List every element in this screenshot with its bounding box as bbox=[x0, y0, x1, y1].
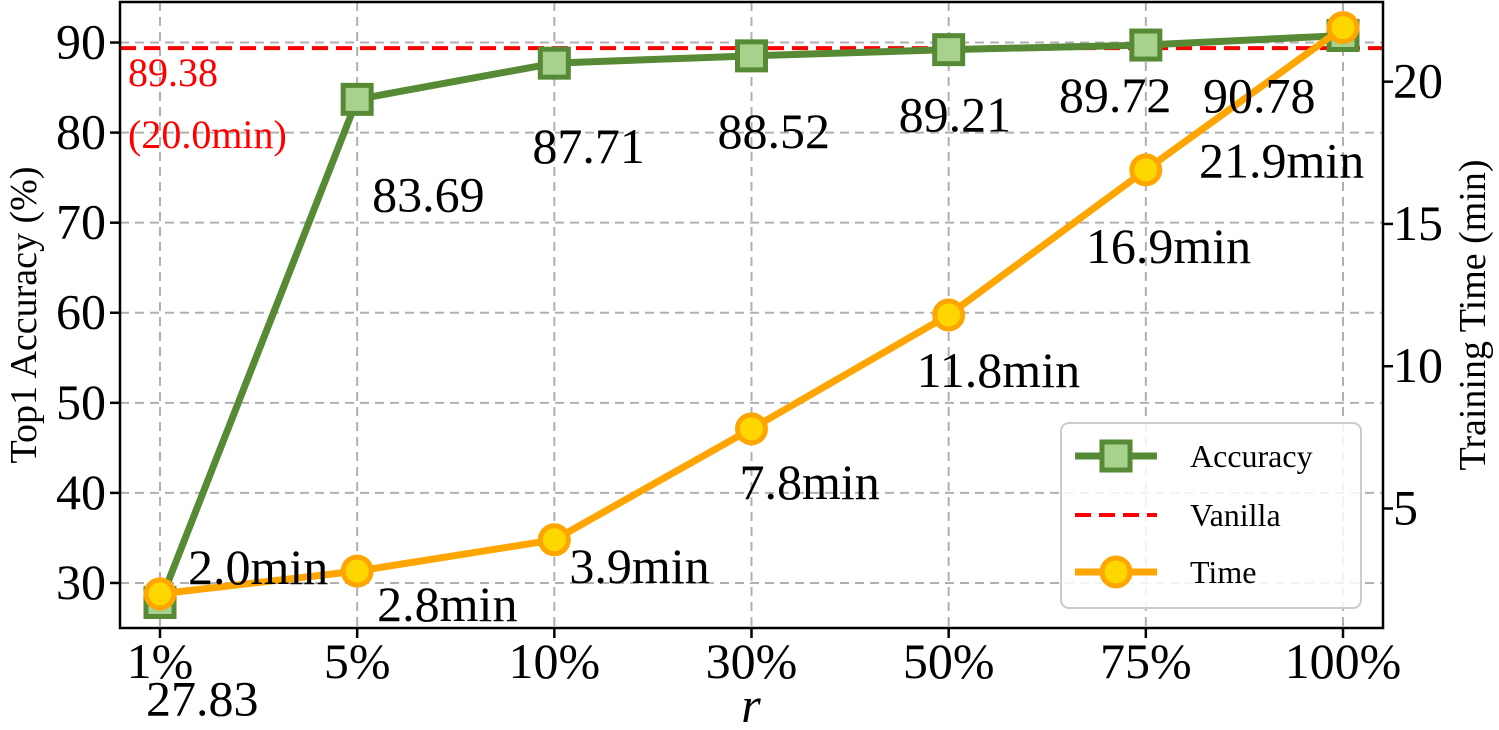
accuracy-value-label: 88.52 bbox=[718, 103, 831, 159]
vanilla-label: 89.38 bbox=[128, 50, 218, 95]
time-value-label: 7.8min bbox=[740, 454, 880, 510]
time-value-label: 2.0min bbox=[188, 539, 328, 595]
grid-lines bbox=[120, 2, 1383, 628]
accuracy-point bbox=[735, 39, 768, 73]
accuracy-value-label: 89.21 bbox=[899, 87, 1012, 143]
legend-vanilla-label: Vanilla bbox=[1190, 497, 1281, 533]
accuracy-value-label: 83.69 bbox=[372, 166, 485, 222]
legend-time-label: Time bbox=[1190, 554, 1256, 590]
x-tick-label: 10% bbox=[509, 633, 601, 689]
x-tick-label: 50% bbox=[903, 633, 995, 689]
y-left-tick-label: 30 bbox=[56, 554, 106, 610]
legend-accuracy-label: Accuracy bbox=[1190, 438, 1313, 474]
legend: Accuracy Vanilla Time bbox=[1060, 422, 1362, 609]
legend-accuracy-marker bbox=[1099, 439, 1133, 473]
time-value-label: 16.9min bbox=[1086, 218, 1251, 274]
y-left-tick-label: 80 bbox=[56, 104, 106, 160]
x-tick-label: 75% bbox=[1100, 633, 1192, 689]
time-point bbox=[143, 577, 177, 611]
y-right-tick-label: 15 bbox=[1393, 195, 1443, 251]
time-point bbox=[537, 523, 571, 557]
y-right-axis-label: Training Time (min) bbox=[1452, 159, 1494, 470]
accuracy-point bbox=[537, 46, 571, 80]
accuracy-value-label: 87.71 bbox=[532, 118, 645, 174]
time-point bbox=[1129, 153, 1163, 187]
x-tick-label: 100% bbox=[1285, 633, 1402, 689]
y-left-tick-label: 60 bbox=[56, 284, 106, 340]
y-left-tick-label: 70 bbox=[56, 194, 106, 250]
x-tick-label: 5% bbox=[324, 633, 391, 689]
y-left-tick-label: 90 bbox=[56, 14, 106, 70]
accuracy-point bbox=[932, 33, 966, 67]
time-point bbox=[1326, 11, 1360, 45]
time-series bbox=[143, 11, 1360, 611]
vanilla-label: (20.0min) bbox=[128, 112, 287, 157]
y-left-tick-label: 40 bbox=[56, 464, 106, 520]
accuracy-point bbox=[1129, 28, 1163, 62]
data-labels: 27.83 83.69 87.71 88.52 89.21 89.72 90.78 2.0mi… bbox=[146, 67, 1364, 726]
accuracy-value-label: 27.83 bbox=[146, 671, 259, 727]
accuracy-point bbox=[340, 82, 374, 116]
y-right-tick-label: 5 bbox=[1393, 479, 1418, 535]
time-point bbox=[932, 298, 966, 332]
time-point bbox=[735, 412, 768, 446]
x-tick-label: 1% bbox=[127, 633, 194, 689]
legend-time-marker bbox=[1099, 555, 1133, 589]
y-right-tick-label: 10 bbox=[1393, 337, 1443, 393]
accuracy-value-label: 90.78 bbox=[1203, 68, 1316, 124]
legend-box bbox=[1060, 422, 1362, 609]
y-left-axis-label: Top1 Accuracy (%) bbox=[3, 167, 45, 464]
accuracy-value-label: 89.72 bbox=[1059, 67, 1172, 123]
time-value-label: 21.9min bbox=[1199, 133, 1364, 189]
y-left-tick-label: 50 bbox=[56, 374, 106, 430]
axes: 1% 5% 10% 30% 50% 75% 100% 30 40 50 60 70 80 90 5 10 15 2… bbox=[3, 0, 1494, 730]
y-right-tick-label: 20 bbox=[1393, 53, 1443, 109]
x-axis-label: r bbox=[741, 677, 761, 730]
time-point bbox=[340, 554, 374, 588]
time-value-label: 3.9min bbox=[569, 538, 709, 594]
x-tick-label: 30% bbox=[706, 633, 798, 689]
time-value-label: 2.8min bbox=[377, 576, 517, 632]
time-value-label: 11.8min bbox=[917, 342, 1080, 398]
